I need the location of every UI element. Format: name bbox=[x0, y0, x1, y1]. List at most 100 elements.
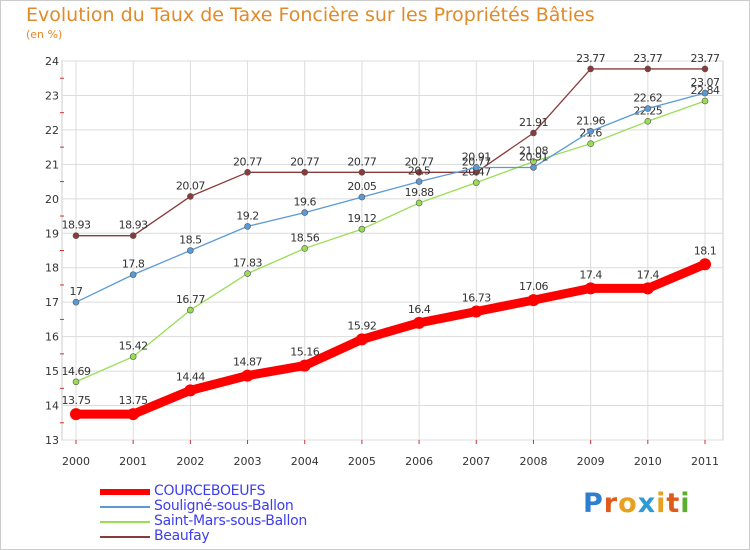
data-point bbox=[527, 294, 540, 307]
data-label: 17.4 bbox=[637, 268, 660, 281]
logo-letter: i bbox=[680, 488, 691, 519]
data-label: 15.42 bbox=[119, 340, 148, 353]
y-tick-label: 16 bbox=[45, 331, 59, 344]
data-point bbox=[301, 168, 309, 176]
data-label: 18.56 bbox=[290, 231, 319, 244]
series-line-3 bbox=[75, 68, 706, 237]
data-label: 15.16 bbox=[290, 346, 319, 359]
legend-item-courceboeufs: COURCEBOEUFS bbox=[100, 483, 420, 499]
data-point bbox=[244, 168, 251, 176]
data-label: 18.1 bbox=[694, 244, 717, 257]
series-line-0 bbox=[71, 259, 710, 419]
data-point bbox=[244, 270, 251, 277]
data-label: 17.06 bbox=[519, 280, 548, 293]
legend-item-saint-mars: Saint-Mars-sous-Ballon bbox=[100, 513, 420, 529]
data-label: 17.8 bbox=[122, 258, 145, 271]
data-label: 14.87 bbox=[233, 356, 262, 369]
legend-swatch-souligne bbox=[100, 506, 150, 508]
data-label: 18.93 bbox=[119, 219, 148, 232]
x-tick-label: 2005 bbox=[348, 455, 376, 468]
data-point bbox=[184, 384, 197, 397]
data-label: 16.73 bbox=[462, 291, 491, 304]
data-label: 18.93 bbox=[62, 219, 91, 232]
data-label: 17.83 bbox=[233, 257, 262, 270]
data-point bbox=[644, 117, 652, 125]
data-label: 20.77 bbox=[233, 155, 262, 168]
legend-swatch-saint-mars bbox=[100, 521, 150, 523]
logo-letter: t bbox=[666, 488, 681, 519]
data-point bbox=[415, 178, 423, 185]
data-label: 14.69 bbox=[62, 365, 91, 378]
logo-letter: P bbox=[583, 488, 604, 519]
data-label: 21.91 bbox=[519, 116, 548, 129]
legend-label-souligne: Souligné-sous-Ballon bbox=[154, 498, 294, 514]
chart-subtitle: (en %) bbox=[26, 28, 63, 41]
data-label: 21.08 bbox=[519, 145, 548, 158]
data-point bbox=[72, 298, 80, 306]
x-tick-label: 2011 bbox=[691, 455, 719, 468]
x-tick-label: 2001 bbox=[119, 455, 147, 468]
data-label: 23.77 bbox=[576, 52, 605, 65]
logo-letter: r bbox=[603, 488, 619, 519]
data-label: 23.77 bbox=[633, 52, 662, 65]
data-point bbox=[584, 282, 597, 295]
data-point bbox=[244, 223, 251, 230]
proxiti-logo: Proxiti bbox=[583, 488, 691, 519]
data-label: 18.5 bbox=[179, 234, 202, 247]
y-tick-label: 14 bbox=[45, 400, 59, 413]
data-point bbox=[187, 247, 194, 254]
data-point bbox=[641, 282, 654, 295]
data-point bbox=[301, 209, 309, 216]
y-tick-label: 13 bbox=[45, 434, 59, 447]
logo-letter: o bbox=[618, 488, 638, 519]
data-point bbox=[187, 193, 194, 200]
data-point bbox=[472, 164, 480, 171]
x-tick-label: 2000 bbox=[62, 455, 90, 468]
legend-swatch-courceboeufs bbox=[100, 489, 150, 495]
data-point bbox=[298, 359, 311, 372]
y-tick-label: 21 bbox=[45, 158, 59, 171]
x-tick-label: 2009 bbox=[577, 455, 605, 468]
data-label: 15.92 bbox=[347, 319, 376, 332]
data-label: 19.6 bbox=[293, 196, 316, 209]
data-point bbox=[129, 271, 137, 278]
data-point bbox=[701, 65, 709, 73]
data-point bbox=[415, 199, 423, 207]
legend-item-beaufay: Beaufay bbox=[100, 528, 420, 544]
data-point bbox=[127, 408, 140, 421]
data-label: 20.05 bbox=[347, 180, 376, 193]
data-point bbox=[70, 408, 82, 421]
data-point bbox=[72, 232, 80, 239]
data-point bbox=[644, 105, 652, 112]
data-point bbox=[701, 89, 709, 97]
legend-item-souligne: Souligné-sous-Ballon bbox=[100, 498, 420, 514]
chart-title: Evolution du Taux de Taxe Foncière sur l… bbox=[26, 4, 595, 26]
data-label: 22.62 bbox=[633, 92, 662, 105]
data-label: 23.77 bbox=[691, 52, 720, 65]
data-label: 19.12 bbox=[347, 212, 376, 225]
y-tick-label: 20 bbox=[45, 193, 59, 206]
legend-label-saint-mars: Saint-Mars-sous-Ballon bbox=[154, 513, 307, 529]
data-label: 19.2 bbox=[236, 209, 259, 222]
data-label: 14.44 bbox=[176, 370, 205, 383]
data-label: 20.5 bbox=[408, 165, 431, 178]
data-point bbox=[587, 140, 594, 147]
x-tick-label: 2003 bbox=[234, 455, 262, 468]
data-label: 20.07 bbox=[176, 179, 205, 192]
data-point bbox=[72, 378, 80, 386]
data-point bbox=[415, 168, 423, 176]
data-label: 20.77 bbox=[290, 155, 319, 168]
logo-letter: i bbox=[656, 488, 667, 519]
data-point bbox=[358, 168, 366, 176]
legend-swatch-beaufay bbox=[100, 536, 150, 538]
data-label: 20.91 bbox=[519, 150, 548, 163]
data-point bbox=[129, 232, 137, 239]
data-point bbox=[358, 225, 366, 233]
y-tick-label: 18 bbox=[45, 262, 59, 275]
legend: COURCEBOEUFS Souligné-sous-Ballon Saint-… bbox=[100, 483, 420, 544]
logo-letter: x bbox=[637, 488, 657, 519]
x-tick-label: 2008 bbox=[519, 455, 547, 468]
data-point bbox=[355, 333, 368, 346]
y-tick-label: 22 bbox=[45, 124, 59, 137]
